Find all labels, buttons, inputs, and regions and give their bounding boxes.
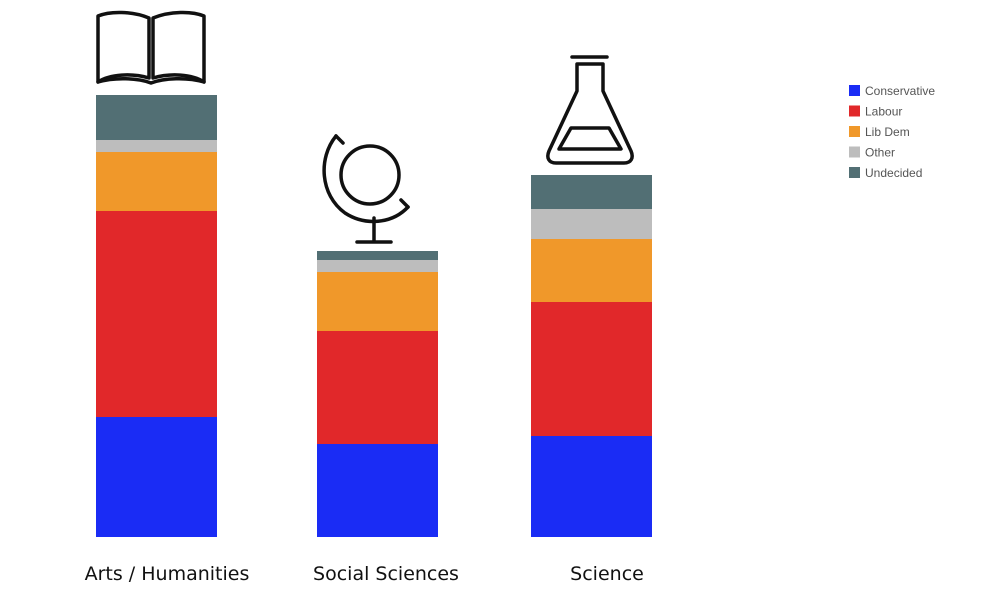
bar-segment (531, 302, 652, 436)
legend-item: Other (849, 146, 895, 160)
category-labels: Arts / Humanities Social Sciences Science (85, 563, 644, 585)
bar-segment (531, 239, 652, 302)
legend-label: Labour (865, 105, 902, 119)
bar-segment (96, 140, 217, 152)
category-label: Arts / Humanities (85, 563, 250, 585)
bar-segment (317, 251, 438, 260)
bars-layer (96, 95, 652, 537)
category-icons (96, 10, 634, 244)
bar-segment (317, 331, 438, 444)
bar-segment (317, 444, 438, 537)
bar-segment (96, 211, 217, 417)
bar-segment (317, 260, 438, 272)
legend-swatch (849, 167, 860, 178)
legend-item: Conservative (849, 84, 935, 98)
legend-label: Other (865, 146, 895, 160)
open-book-icon (96, 10, 206, 85)
legend-item: Undecided (849, 166, 922, 180)
legend-swatch (849, 85, 860, 96)
legend-swatch (849, 105, 860, 117)
legend-label: Undecided (865, 166, 922, 180)
bar-segment (531, 209, 652, 239)
flask-icon (546, 55, 634, 165)
legend-label: Lib Dem (865, 125, 910, 139)
legend-item: Lib Dem (849, 125, 910, 139)
legend-swatch (849, 146, 860, 158)
category-label: Science (570, 563, 644, 585)
category-label: Social Sciences (313, 563, 459, 585)
legend-item: Labour (849, 105, 902, 119)
bar-segment (96, 95, 217, 140)
bar-segment (96, 417, 217, 537)
legend-label: Conservative (865, 84, 935, 98)
legend-swatch (849, 126, 860, 137)
bar-segment (317, 272, 438, 331)
bar-segment (531, 175, 652, 209)
bar-segment (531, 436, 652, 537)
legend: Conservative Labour Lib Dem Other Undecided (849, 84, 935, 180)
globe-icon (322, 134, 410, 244)
bar-segment (96, 152, 217, 211)
